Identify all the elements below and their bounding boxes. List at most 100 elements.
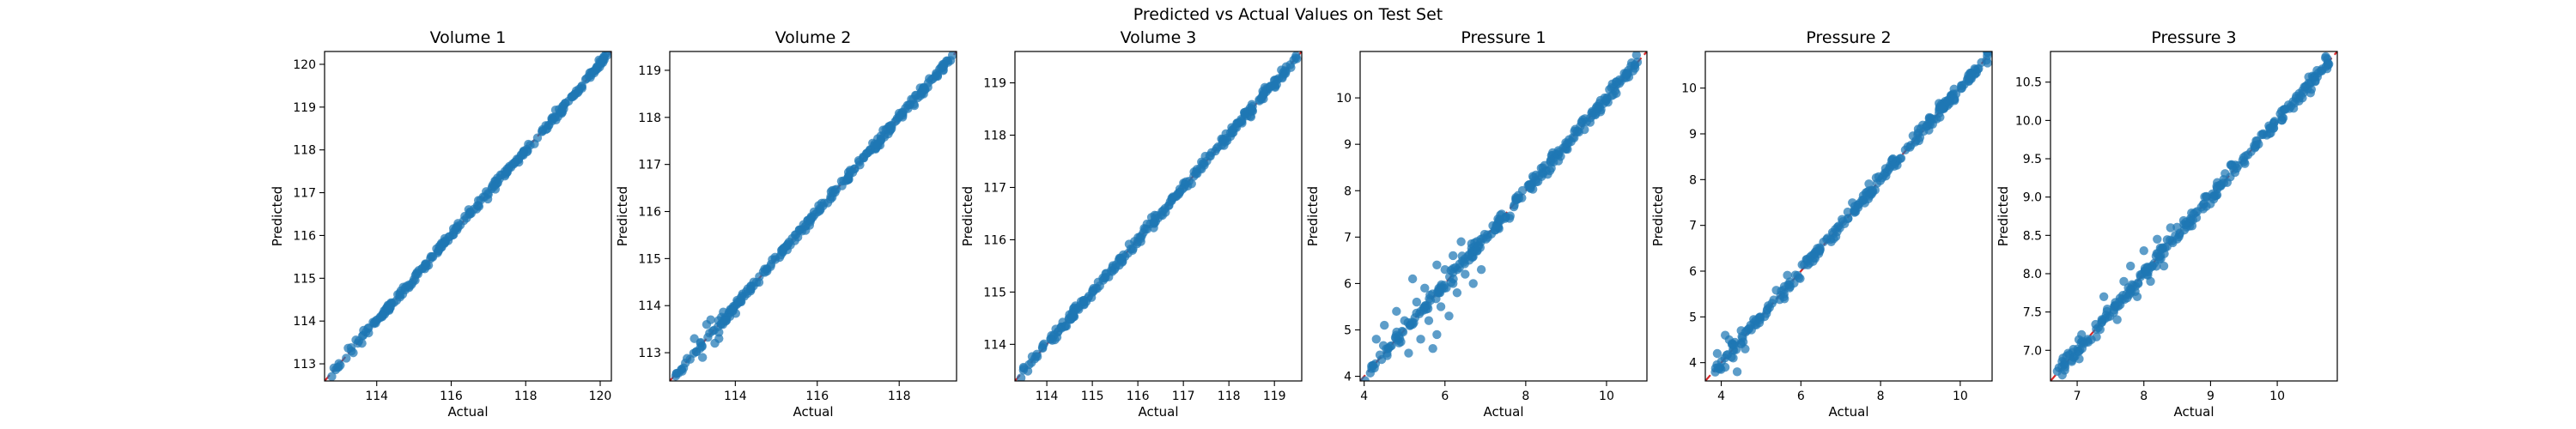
x-tick-label: 4 bbox=[1717, 390, 1725, 403]
scatter-point bbox=[1150, 210, 1159, 221]
scatter-point bbox=[2095, 324, 2105, 335]
panel-title: Pressure 1 bbox=[1461, 28, 1546, 47]
scatter-point bbox=[1449, 279, 1458, 288]
y-tick-label: 7 bbox=[1344, 231, 1352, 245]
scatter-point bbox=[2119, 276, 2129, 287]
x-axis-label: Actual bbox=[1139, 404, 1179, 420]
scatter-point bbox=[1191, 169, 1200, 178]
scatter-point bbox=[721, 316, 732, 325]
scatter-point bbox=[2166, 223, 2176, 233]
scatter-point bbox=[1593, 104, 1603, 114]
y-axis-label: Predicted bbox=[270, 186, 285, 246]
scatter-point bbox=[1211, 146, 1220, 156]
panel-6: 7 8 9 10 7.0 7.5 8.0 8.5 9.0 9.5 10.0 10.5 Pressure … bbox=[1996, 28, 2338, 420]
y-tick-label: 119 bbox=[293, 101, 316, 115]
y-axis-label: Predicted bbox=[615, 186, 630, 246]
scatter-point bbox=[2159, 261, 2169, 271]
scatter-point bbox=[755, 272, 764, 281]
scatter-point bbox=[843, 173, 853, 183]
y-tick-label: 8 bbox=[1689, 173, 1697, 187]
scatter-point bbox=[1440, 265, 1449, 275]
scatter-point bbox=[480, 192, 489, 202]
scatter-point bbox=[1464, 256, 1474, 265]
scatter-point bbox=[1886, 155, 1897, 166]
scatter-point bbox=[2294, 96, 2304, 106]
scatter-point bbox=[1016, 373, 1026, 381]
scatter-points bbox=[1016, 51, 1302, 381]
x-tick-label: 116 bbox=[805, 390, 829, 403]
scatter-point bbox=[1227, 128, 1237, 138]
axes-frame bbox=[1014, 51, 1303, 382]
scatter-point bbox=[1461, 269, 1470, 279]
scatter-point bbox=[2192, 207, 2202, 216]
scatter-point bbox=[460, 211, 470, 221]
y-tick-label: 10 bbox=[1336, 92, 1352, 106]
panel-title: Pressure 2 bbox=[1806, 28, 1891, 47]
scatter-point bbox=[671, 368, 682, 378]
panel-3: 114 115 116 117 118 119 114 115 116 117 118 119 Volu… bbox=[960, 28, 1303, 420]
x-axis-label: Actual bbox=[448, 404, 489, 420]
scatter-point bbox=[1291, 53, 1301, 63]
scatter-point bbox=[1449, 251, 1458, 261]
scatter-point bbox=[1437, 280, 1446, 290]
scatter-point bbox=[524, 139, 533, 149]
scatter-point bbox=[1078, 295, 1089, 305]
scatter-point bbox=[770, 252, 780, 263]
scatter-point bbox=[1476, 237, 1485, 247]
scatter-point bbox=[1500, 214, 1510, 223]
scatter-point bbox=[378, 311, 387, 321]
scatter-point bbox=[2222, 178, 2233, 187]
x-tick-label: 117 bbox=[1172, 390, 1195, 403]
scatter-point bbox=[1880, 164, 1891, 173]
y-tick-label: 5 bbox=[1689, 311, 1697, 324]
panel-1: 114 116 118 120 113 114 115 116 117 118 119 120 Volu… bbox=[270, 28, 612, 420]
scatter-point bbox=[532, 133, 543, 142]
scatter-point bbox=[1864, 179, 1874, 189]
scatter-point bbox=[2306, 88, 2315, 98]
scatter-point bbox=[1219, 135, 1229, 144]
scatter-point bbox=[1400, 316, 1409, 325]
y-tick-label: 9.5 bbox=[2023, 153, 2042, 166]
scatter-point bbox=[522, 147, 532, 157]
y-tick-label: 115 bbox=[293, 272, 316, 286]
scatter-point bbox=[1476, 265, 1486, 275]
x-tick-label: 6 bbox=[1441, 390, 1449, 403]
y-tick-label: 116 bbox=[293, 229, 316, 243]
axes-frame bbox=[669, 51, 957, 382]
scatter-point bbox=[1524, 180, 1534, 190]
scatter-point bbox=[2076, 338, 2086, 347]
scatter-point bbox=[602, 51, 611, 60]
scatter-point bbox=[1175, 188, 1184, 197]
scatter-point bbox=[826, 194, 835, 204]
scatter-point bbox=[469, 204, 479, 214]
x-tick-label: 116 bbox=[1127, 390, 1150, 403]
x-tick-label: 10 bbox=[1953, 390, 1968, 403]
scatter-point bbox=[585, 68, 595, 78]
x-tick-label: 120 bbox=[589, 390, 612, 403]
scatter-point bbox=[1150, 219, 1159, 228]
scatter-point bbox=[2321, 53, 2330, 63]
panels: 114 116 118 120 113 114 115 116 117 118 119 120 Volu… bbox=[270, 28, 2338, 420]
scatter-point bbox=[919, 82, 928, 92]
panel-title: Volume 2 bbox=[775, 28, 852, 47]
scatter-point bbox=[1031, 352, 1041, 361]
x-tick-label: 6 bbox=[1797, 390, 1805, 403]
scatter-point bbox=[1754, 313, 1764, 323]
scatter-point bbox=[2112, 315, 2122, 324]
scatter-point bbox=[1492, 222, 1501, 232]
y-tick-label: 119 bbox=[638, 64, 661, 78]
scatter-points bbox=[1710, 51, 1992, 377]
scatter-point bbox=[1258, 91, 1267, 101]
y-tick-label: 114 bbox=[638, 299, 661, 313]
scatter-point bbox=[1928, 119, 1937, 129]
y-tick-label: 119 bbox=[983, 77, 1006, 91]
scatter-point bbox=[404, 280, 414, 290]
scatter-point bbox=[1416, 335, 1425, 344]
scatter-point bbox=[1058, 317, 1067, 327]
scatter-point bbox=[2257, 130, 2266, 140]
scatter-point bbox=[1473, 246, 1482, 256]
scatter-point bbox=[1838, 214, 1847, 224]
x-axis-label: Actual bbox=[793, 404, 834, 420]
scatter-point bbox=[434, 246, 443, 256]
scatter-point bbox=[1267, 82, 1277, 91]
